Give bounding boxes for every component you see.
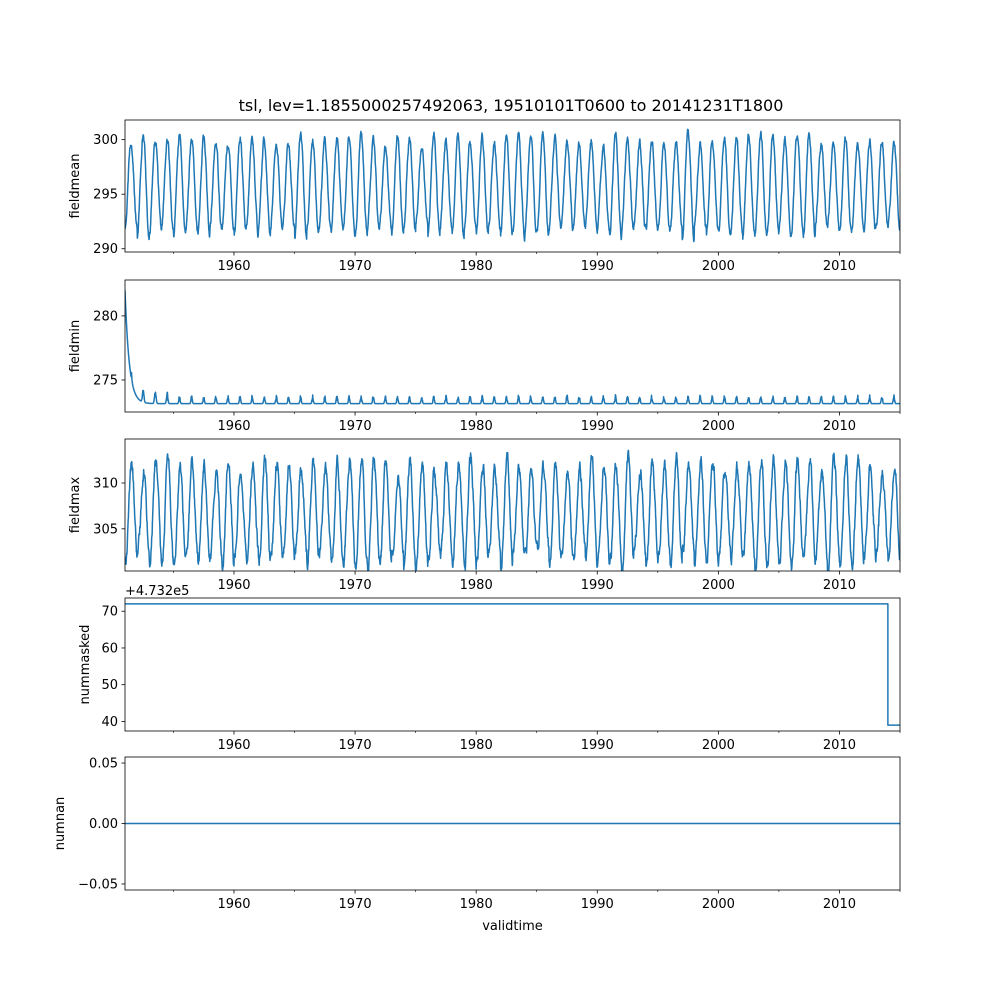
x-tick-label: 2000 [702,578,735,593]
y-tick-label: 0.05 [89,757,118,772]
x-tick-label: 1980 [460,897,493,912]
series-line-fieldmean [125,128,900,243]
x-tick-label: 1980 [460,419,493,434]
x-tick-label: 1960 [217,419,250,434]
y-axis-label-fieldmax: fieldmax [68,477,83,534]
x-tick-label: 1960 [217,738,250,753]
series-line-fieldmin [125,290,900,405]
x-tick-label: 1990 [581,259,614,274]
x-axis-label: validtime [482,919,543,934]
y-tick-label: 305 [93,522,118,537]
x-tick-label: 1960 [217,259,250,274]
y-tick-label: 40 [101,715,118,730]
series-line-fieldmax [125,449,900,571]
axes-frame-fieldmean [124,119,901,253]
y-tick-label: 280 [93,309,118,324]
y-tick-label: 275 [93,373,118,388]
subplots: 1960 1970 1980 1990 2000 2010 290 295 300 fieldme… [53,119,901,934]
x-tick-label: 1970 [339,738,372,753]
y-tick-label: 60 [101,641,118,656]
x-tick-label: 1990 [581,897,614,912]
y-axis-label-numnan: numnan [53,797,68,851]
subplot-fieldmin: 1960 1970 1980 1990 2000 2010 275 280 fieldmin [68,279,901,434]
x-tick-label: 2010 [823,259,856,274]
y-tick-label: 50 [101,678,118,693]
x-tick-label: 1980 [460,259,493,274]
y-tick-label: −0.05 [78,877,118,892]
y-tick-label: 0.00 [89,817,118,832]
x-tick-label: 1970 [339,578,372,593]
chart-title: tsl, lev=1.1855000257492063, 19510101T06… [239,96,784,115]
x-tick-label: 2010 [823,738,856,753]
subplot-nummasked: 1960 1970 1980 1990 2000 2010 40 50 60 70 nummaske… [78,584,901,753]
x-tick-label: 1960 [217,897,250,912]
x-tick-label: 1980 [460,578,493,593]
x-tick-label: 2010 [823,578,856,593]
x-tick-label: 1960 [217,578,250,593]
x-tick-label: 1990 [581,419,614,434]
y-tick-label: 70 [101,605,118,620]
x-tick-label: 1990 [581,578,614,593]
y-axis-label-nummasked: nummasked [78,625,93,705]
axes-frame-fieldmax [124,438,901,572]
y-tick-label: 290 [93,242,118,257]
x-tick-label: 1990 [581,738,614,753]
axis-offset-text: +4.732e5 [125,584,189,599]
x-tick-label: 2010 [823,419,856,434]
x-tick-label: 2000 [702,259,735,274]
subplot-numnan: 1960 1970 1980 1990 2000 2010 −0.05 0.00 0.05 num… [53,757,901,934]
y-tick-label: 295 [93,188,118,203]
x-tick-label: 1980 [460,738,493,753]
x-tick-label: 1970 [339,897,372,912]
y-tick-label: 300 [93,133,118,148]
subplot-fieldmax: 1960 1970 1980 1990 2000 2010 305 310 fieldmax [68,438,901,593]
y-tick-label: 310 [93,477,118,492]
x-tick-label: 2010 [823,897,856,912]
x-tick-label: 2000 [702,419,735,434]
y-axis-label-fieldmean: fieldmean [68,154,83,219]
subplot-fieldmean: 1960 1970 1980 1990 2000 2010 290 295 300 fieldme… [68,119,901,274]
axes-frame-fieldmin [124,279,901,413]
x-tick-label: 1970 [339,419,372,434]
x-tick-label: 2000 [702,897,735,912]
y-axis-label-fieldmin: fieldmin [68,320,83,373]
series-line-nummasked [125,603,900,726]
x-tick-label: 2000 [702,738,735,753]
x-tick-label: 1970 [339,259,372,274]
axes-frame-nummasked [124,597,901,732]
